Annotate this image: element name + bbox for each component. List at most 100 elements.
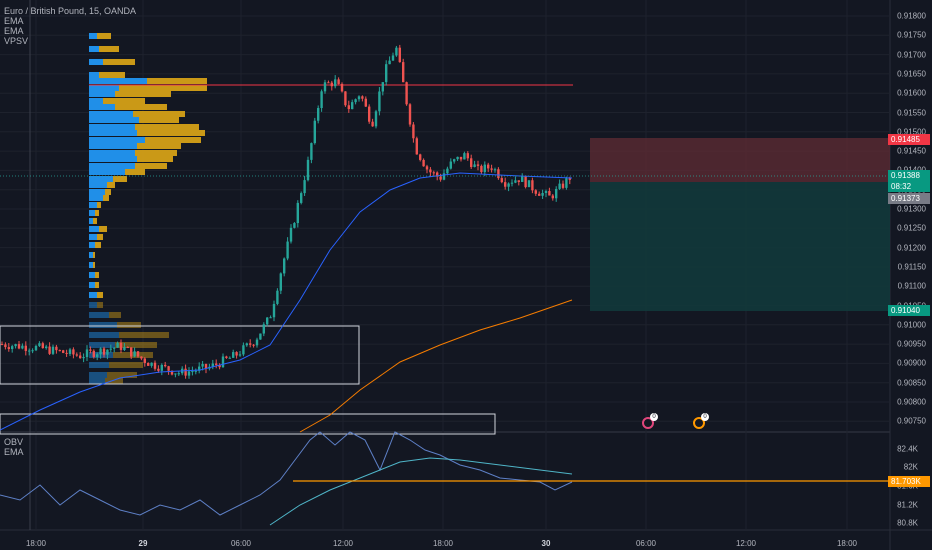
stop-price-badge: 0.91485	[888, 134, 930, 145]
candle-body	[150, 362, 153, 366]
price-tick-label: 0.91550	[897, 108, 926, 117]
candle-body	[31, 350, 34, 352]
candle-body	[344, 91, 347, 106]
candle-body	[34, 345, 38, 351]
volume-profile-bar	[99, 46, 119, 52]
candle-body	[167, 366, 170, 371]
volume-profile-bar	[89, 292, 97, 298]
candle-body	[334, 79, 337, 87]
price-tick-label: 0.91000	[897, 320, 926, 330]
candle-body	[72, 349, 75, 355]
indicator-obv[interactable]: OBV	[4, 437, 24, 447]
candle-body	[381, 82, 384, 92]
obv-line	[0, 431, 573, 516]
indicator-obv-ema[interactable]: EMA	[4, 447, 24, 457]
candle-body	[133, 351, 136, 357]
volume-profile-bar	[97, 33, 111, 39]
volume-profile-bar	[89, 322, 117, 328]
candle-body	[28, 350, 31, 352]
candle-body	[330, 82, 333, 87]
volume-profile-bar	[103, 195, 109, 201]
event-count: 0	[701, 413, 709, 421]
time-tick-label: 06:00	[635, 539, 657, 548]
candle-body	[405, 82, 408, 105]
volume-profile-bar	[89, 98, 103, 104]
candle-body	[476, 164, 480, 166]
volume-profile-bar	[113, 176, 127, 182]
candle-body	[415, 138, 418, 155]
candle-body	[45, 346, 48, 349]
candle-body	[374, 111, 378, 127]
volume-profile-bar	[139, 117, 179, 123]
candle-body	[351, 102, 354, 110]
volume-profile-bar	[89, 85, 119, 91]
candle-body	[55, 346, 58, 351]
candle-body	[371, 121, 374, 127]
volume-profile-bar	[89, 176, 113, 182]
indicator-ema-1[interactable]: EMA	[4, 16, 24, 26]
candle-body	[402, 62, 405, 83]
candle-body	[510, 182, 514, 184]
volume-profile-bar	[89, 302, 97, 308]
candle-body	[130, 347, 133, 357]
volume-profile-bar	[99, 72, 125, 78]
economic-event-icon[interactable]: 0	[693, 413, 709, 429]
candle-body	[385, 64, 388, 83]
volume-profile-bar	[109, 362, 143, 368]
candle-body	[143, 358, 146, 363]
candle-body	[480, 165, 483, 173]
candle-body	[68, 349, 72, 354]
candle-body	[466, 153, 469, 159]
candle-body	[327, 82, 330, 84]
volume-profile-bar	[89, 342, 115, 348]
symbol-title[interactable]: Euro / British Pound, 15, OANDA	[4, 6, 137, 16]
candle-body	[368, 106, 371, 122]
candle-body	[140, 356, 143, 359]
candle-body	[215, 363, 218, 365]
price-tick-label: 0.91750	[897, 30, 926, 40]
candle-body	[0, 344, 4, 346]
candle-body	[221, 356, 225, 368]
volume-profile-bar	[89, 124, 135, 130]
volume-profile-bar	[145, 137, 201, 143]
candle-body	[232, 352, 235, 358]
volume-profile-bar	[99, 226, 107, 232]
indicator-ema-2[interactable]: EMA	[4, 26, 24, 36]
candle-body	[109, 348, 112, 350]
candle-body	[170, 370, 174, 375]
candle-body	[296, 202, 299, 224]
candle-body	[82, 357, 85, 359]
candle-body	[218, 364, 221, 368]
candle-body	[187, 371, 191, 376]
indicator-vpsv[interactable]: VPSV	[4, 36, 29, 46]
candle-body	[300, 193, 303, 203]
price-tick-label: 0.90950	[897, 339, 926, 349]
obv-tick-label: 81.2K	[897, 500, 918, 510]
volume-profile-bar	[97, 234, 103, 240]
economic-event-icon[interactable]: 0	[642, 413, 658, 429]
candle-body	[500, 178, 503, 183]
stop-loss-zone	[590, 138, 890, 182]
volume-profile-bar	[117, 322, 141, 328]
candle-body	[225, 356, 228, 358]
volume-profile-bar	[89, 117, 139, 123]
candle-body	[497, 169, 500, 179]
candle-body	[504, 182, 507, 187]
volume-profile-bar	[89, 195, 103, 201]
candle-body	[555, 188, 558, 199]
candle-body	[422, 159, 425, 167]
volume-profile-bar	[97, 292, 103, 298]
candle-body	[446, 168, 449, 174]
countdown-badge: 08:32	[888, 181, 930, 192]
volume-profile-bar	[89, 372, 107, 378]
candle-body	[538, 193, 541, 196]
candle-body	[419, 154, 422, 160]
volume-profile-bar	[93, 218, 97, 224]
candle-body	[184, 368, 187, 376]
volume-profile-bar	[93, 262, 95, 268]
candle-body	[17, 344, 21, 349]
candle-body	[388, 60, 391, 65]
obv-tick-label: 80.8K	[897, 518, 918, 528]
price-tick-label: 0.91200	[897, 243, 926, 253]
